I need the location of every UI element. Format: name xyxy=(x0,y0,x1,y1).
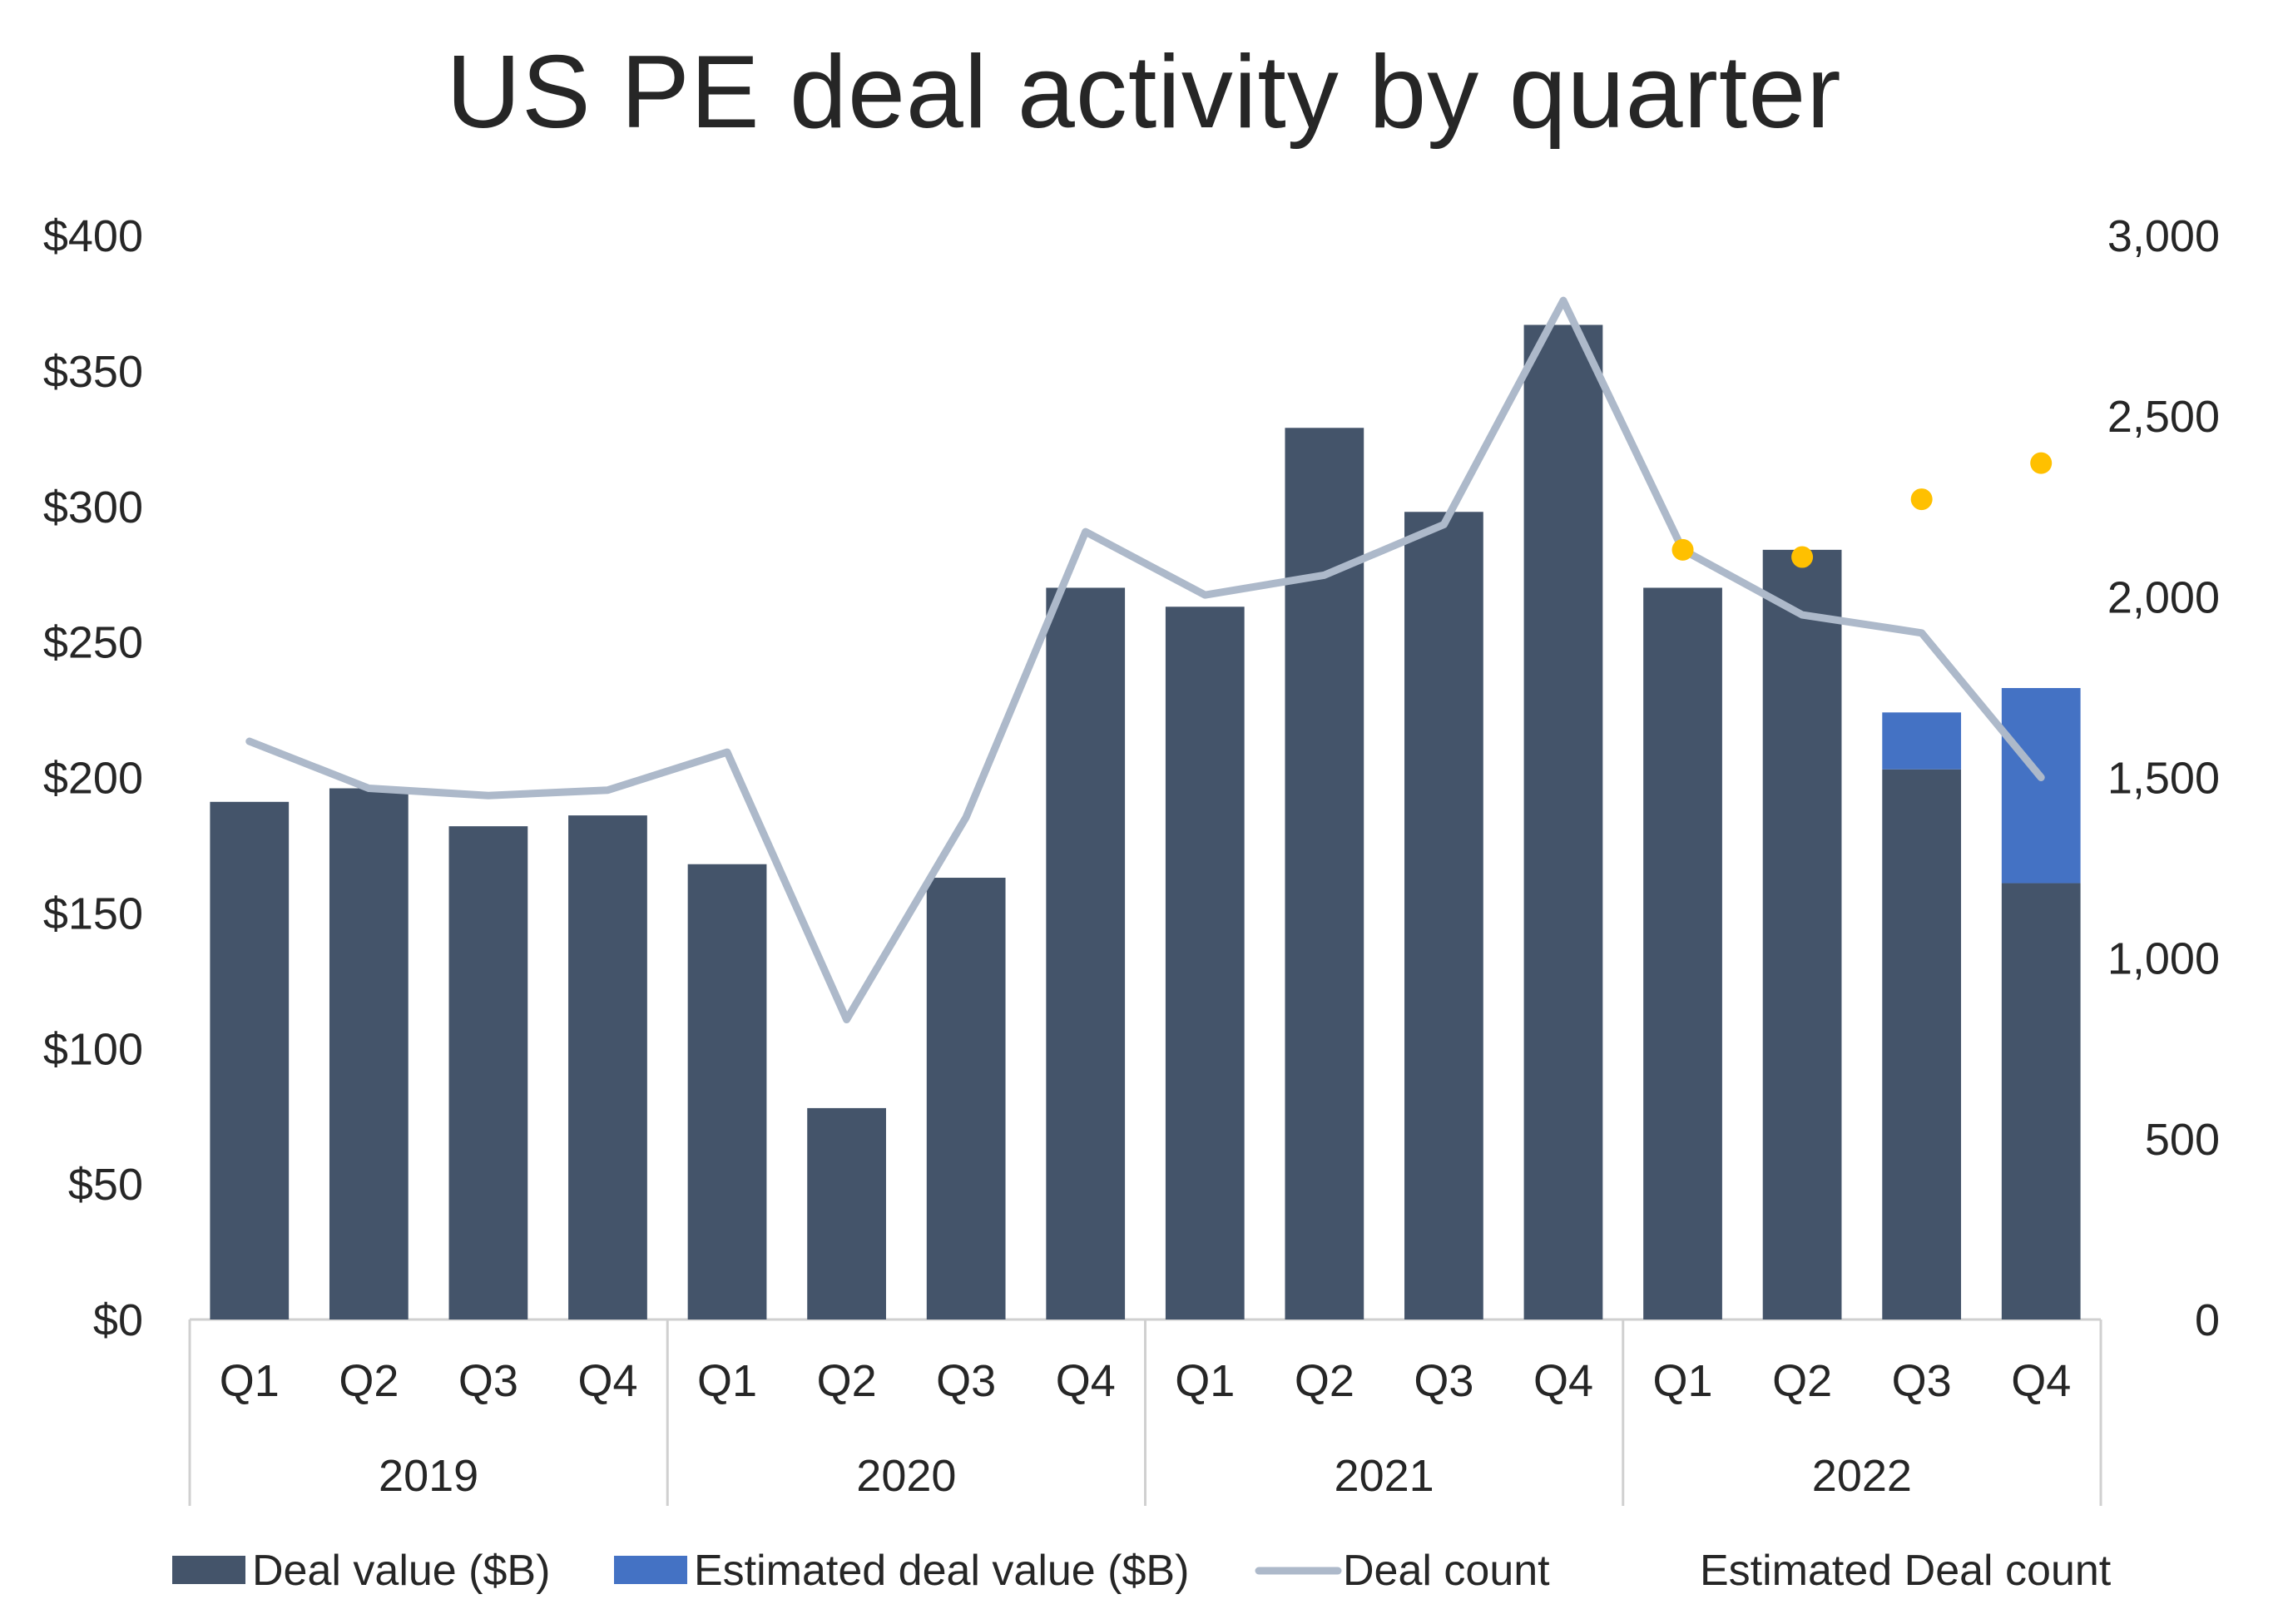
y-left-tick-label: $250 xyxy=(43,618,143,668)
deal-value-bar xyxy=(1643,587,1722,1320)
estimated-count-dots-group xyxy=(1671,452,2053,568)
estimated-deal-count-point xyxy=(1671,538,1694,561)
x-tick-label: Q3 xyxy=(936,1356,996,1406)
deal-value-bar xyxy=(1404,512,1483,1320)
x-tick-label: Q2 xyxy=(817,1356,877,1406)
deal-value-bar xyxy=(1165,607,1245,1320)
x-tick-label: Q2 xyxy=(1295,1356,1354,1406)
y-left-tick-label: $50 xyxy=(68,1160,143,1210)
y-right-tick-label: 1,000 xyxy=(2107,934,2220,984)
deal-value-bar xyxy=(329,788,409,1320)
estimated-deal-count-point xyxy=(1791,546,1814,568)
y-right-tick-label: 2,000 xyxy=(2107,572,2220,622)
chart-title: US PE deal activity by quarter xyxy=(446,35,1842,150)
legend-swatch-deal-value xyxy=(172,1556,245,1584)
x-tick-label: Q4 xyxy=(1533,1356,1593,1406)
y-left-tick-label: $100 xyxy=(43,1024,143,1074)
x-group-label: 2022 xyxy=(1812,1451,1912,1501)
x-tick-label: Q2 xyxy=(339,1356,399,1406)
deal-value-bar xyxy=(448,826,528,1320)
x-tick-label: Q4 xyxy=(2011,1356,2071,1406)
x-group-label: 2019 xyxy=(379,1451,478,1501)
y-right-tick-label: 0 xyxy=(2195,1295,2220,1345)
legend-label-deal-count: Deal count xyxy=(1343,1547,1550,1595)
x-tick-label: Q2 xyxy=(1772,1356,1832,1406)
y-right-tick-label: 1,500 xyxy=(2107,754,2220,804)
estimated-deal-count-point xyxy=(2030,452,2053,474)
y-left-tick-label: $400 xyxy=(43,211,143,261)
deal-value-bar xyxy=(687,864,767,1320)
y-right-tick-label: 500 xyxy=(2145,1115,2220,1165)
x-tick-label: Q3 xyxy=(458,1356,518,1406)
axes-group: $0 $50 $100 $150 $200 $250 $300 $350 $400 0 500 1,0… xyxy=(43,211,2220,1506)
y-left-tick-label: $150 xyxy=(43,889,143,938)
legend-label-estimated-deal-count: Estimated Deal count xyxy=(1700,1547,2112,1595)
legend-swatch-estimated-deal-value xyxy=(614,1556,687,1584)
estimated-deal-value-bar xyxy=(2001,688,2081,884)
legend-label-deal-value: Deal value ($B) xyxy=(252,1547,550,1595)
bars-group xyxy=(210,324,2081,1320)
y-left-tick-label: $200 xyxy=(43,754,143,804)
x-tick-label: Q1 xyxy=(1175,1356,1235,1406)
deal-count-line xyxy=(245,296,2045,1024)
y-left-tick-label: $0 xyxy=(93,1295,143,1345)
x-tick-label: Q1 xyxy=(220,1356,280,1406)
x-tick-label: Q3 xyxy=(1414,1356,1473,1406)
deal-value-bar xyxy=(807,1107,886,1320)
y-left-tick-label: $350 xyxy=(43,347,143,397)
deal-value-bar xyxy=(2001,883,2081,1320)
y-left-tick-label: $300 xyxy=(43,483,143,532)
y-right-tick-label: 2,500 xyxy=(2107,392,2220,442)
estimated-deal-value-bar xyxy=(1882,712,1962,770)
x-tick-label: Q1 xyxy=(1653,1356,1713,1406)
deal-value-bar xyxy=(1046,587,1126,1320)
y-right-tick-label: 3,000 xyxy=(2107,211,2220,261)
deal-count-line-group xyxy=(245,296,2045,1024)
estimated-deal-count-point xyxy=(1910,488,1933,511)
deal-value-bar xyxy=(926,878,1006,1320)
legend: Deal value ($B) Estimated deal value ($B)… xyxy=(172,1547,2112,1595)
deal-value-bar xyxy=(1762,549,1842,1320)
x-tick-label: Q1 xyxy=(697,1356,757,1406)
deal-value-bar xyxy=(1882,769,1962,1320)
deal-value-bar xyxy=(210,801,290,1320)
x-group-label: 2020 xyxy=(856,1451,956,1501)
x-tick-label: Q3 xyxy=(1892,1356,1952,1406)
x-tick-label: Q4 xyxy=(1056,1356,1116,1406)
legend-label-estimated-deal-value: Estimated deal value ($B) xyxy=(694,1547,1189,1595)
x-tick-label: Q4 xyxy=(577,1356,637,1406)
x-group-label: 2021 xyxy=(1335,1451,1434,1501)
deal-value-bar xyxy=(568,815,647,1320)
deal-value-bar xyxy=(1523,324,1603,1320)
